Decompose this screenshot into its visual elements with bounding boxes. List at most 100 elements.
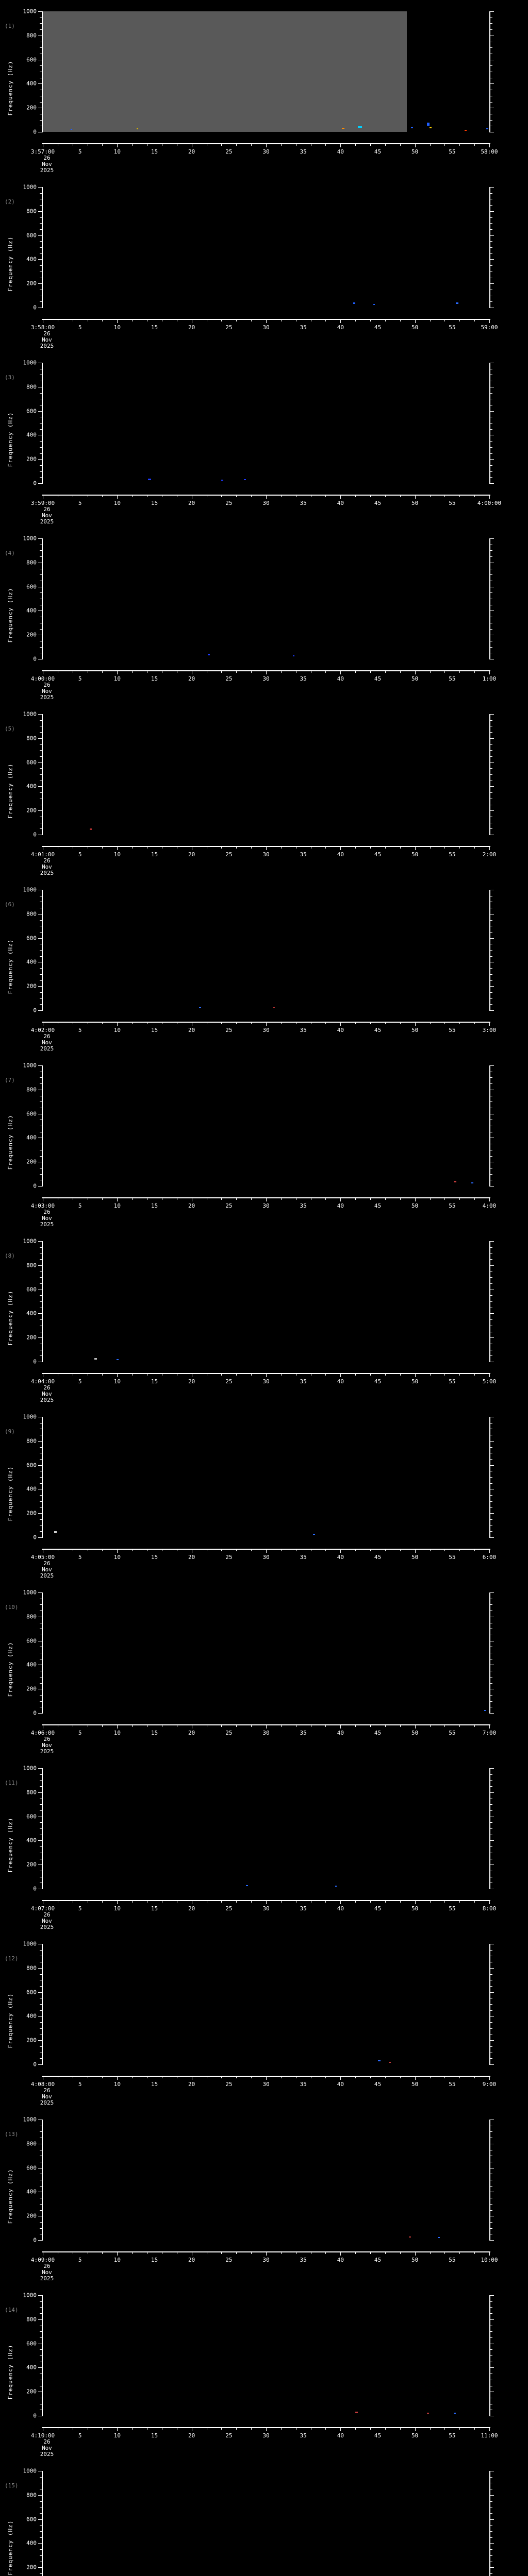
x-axis-start-label: 4:05:00: [30, 1554, 55, 1561]
x-tick-minor: [430, 319, 431, 321]
x-axis-start-label: 4:06:00: [30, 1730, 55, 1736]
x-tick-label: 20: [188, 2081, 195, 2088]
y-tick-minor-right: [489, 2513, 492, 2514]
y-tick-minor: [40, 2204, 43, 2205]
x-tick-minor: [325, 495, 326, 497]
y-tick-minor-right: [489, 1501, 492, 1502]
y-tick-minor-right: [489, 980, 492, 981]
x-tick-label: 20: [188, 2257, 195, 2263]
x-tick-minor: [236, 2076, 237, 2078]
x-tick-label: 5: [78, 1202, 82, 1209]
y-tick-major: [38, 411, 43, 412]
x-tick-label: 35: [300, 1378, 307, 1385]
x-tick-minor: [430, 1197, 431, 1200]
y-tick-label: 200: [26, 2212, 37, 2219]
date-line: Nov: [42, 512, 52, 519]
x-tick-minor: [400, 1373, 401, 1376]
x-tick-minor: [221, 319, 222, 321]
x-tick-label: 25: [225, 1905, 233, 1912]
panel-index-label: (13): [5, 2131, 19, 2138]
y-tick-major: [38, 1840, 43, 1841]
detection-marker: [272, 1007, 275, 1008]
x-tick-label: 5: [78, 851, 82, 858]
x-tick-minor: [132, 2076, 133, 2078]
x-tick-minor: [132, 143, 133, 146]
y-tick-minor-right: [489, 2185, 492, 2187]
y-tick-minor-right: [489, 2204, 492, 2205]
y-tick-minor: [40, 2531, 43, 2532]
x-axis-end-label: 11:00: [481, 2432, 498, 2439]
x-tick-major: [489, 1549, 490, 1553]
y-tick-minor: [40, 2355, 43, 2356]
y-tick-major: [38, 2567, 43, 2568]
x-tick-minor: [102, 1549, 103, 1551]
x-tick-major: [340, 319, 341, 323]
panel-index-label: (9): [5, 1428, 15, 1435]
y-tick-major: [38, 483, 43, 484]
y-tick-label: 400: [26, 2539, 37, 2547]
y-tick-minor: [40, 1974, 43, 1975]
y-tick-minor: [40, 2028, 43, 2029]
x-tick-label: 30: [262, 2257, 270, 2263]
plot-area: 0 200 400 600 800 1000: [23, 711, 494, 838]
y-tick-minor-right: [489, 301, 492, 302]
x-tick-minor: [236, 1022, 237, 1024]
detection-marker: [357, 126, 362, 128]
x-tick-minor: [474, 2076, 475, 2078]
y-tick-label: 1000: [23, 1062, 37, 1069]
y-tick-major: [38, 235, 43, 236]
panel-index-label: (1): [5, 23, 15, 29]
y-tick-major-right: [489, 1513, 494, 1514]
y-tick-label: 600: [26, 232, 37, 239]
x-tick-label: 45: [374, 1905, 382, 1912]
x-tick-minor: [430, 846, 431, 849]
y-tick-minor: [40, 2185, 43, 2187]
x-tick-minor: [236, 1373, 237, 1376]
x-tick-minor: [385, 2076, 386, 2078]
x-axis-start-label: 3:59:00: [30, 500, 55, 506]
x-axis-end-label: 7:00: [482, 1730, 497, 1736]
x-tick-minor: [370, 143, 371, 146]
y-tick-minor: [40, 1259, 43, 1260]
plot-area: 0 200 400 600 800 1000: [23, 1590, 494, 1716]
detection-marker: [453, 2413, 456, 2414]
x-axis-start-label: 3:58:00: [30, 324, 55, 331]
x-axis-start-label: 4:00:00: [30, 675, 55, 682]
x-tick-minor: [221, 670, 222, 673]
x-tick-minor: [385, 1724, 386, 1727]
y-tick-label: 0: [33, 655, 37, 663]
panel-index-label: (12): [5, 1955, 19, 1962]
y-tick-minor: [40, 453, 43, 454]
spectrogram-panel: (9) Frequency (Hz) 0 200 400 600 800 1000 4:05:0…: [0, 1405, 528, 1581]
x-tick-label: 10: [113, 2081, 121, 2088]
x-tick-minor: [355, 319, 356, 321]
y-tick-major-right: [489, 283, 494, 284]
y-tick-minor: [40, 1247, 43, 1248]
y-tick-minor-right: [489, 1694, 492, 1696]
x-tick-minor: [444, 319, 446, 321]
x-axis-end-label: 1:00: [482, 675, 497, 682]
y-tick-minor: [40, 756, 43, 757]
y-tick-minor: [40, 65, 43, 66]
x-tick-major: [266, 1900, 267, 1904]
date-line: 2025: [40, 1397, 54, 1403]
detection-marker: [246, 1885, 249, 1887]
detection-marker: [373, 303, 375, 305]
date-line: 26: [43, 682, 51, 688]
y-tick-label: 1000: [23, 1940, 37, 1947]
x-tick-minor: [355, 495, 356, 497]
x-tick-label: 30: [262, 148, 270, 155]
x-tick-minor: [444, 1724, 446, 1727]
x-tick-label: 15: [151, 675, 158, 682]
x-tick-minor: [251, 1197, 252, 1200]
y-tick-minor-right: [489, 744, 492, 745]
y-tick-minor-right: [489, 774, 492, 775]
x-tick-label: 40: [337, 675, 344, 682]
x-tick-label: 5: [78, 324, 82, 331]
x-tick-major: [266, 1022, 267, 1026]
x-tick-minor: [400, 1724, 401, 1727]
x-tick-minor: [280, 670, 282, 673]
y-axis-title: Frequency (Hz): [7, 2520, 14, 2575]
x-tick-label: 50: [411, 2432, 419, 2439]
x-axis-start-label: 4:04:00: [30, 1378, 55, 1385]
